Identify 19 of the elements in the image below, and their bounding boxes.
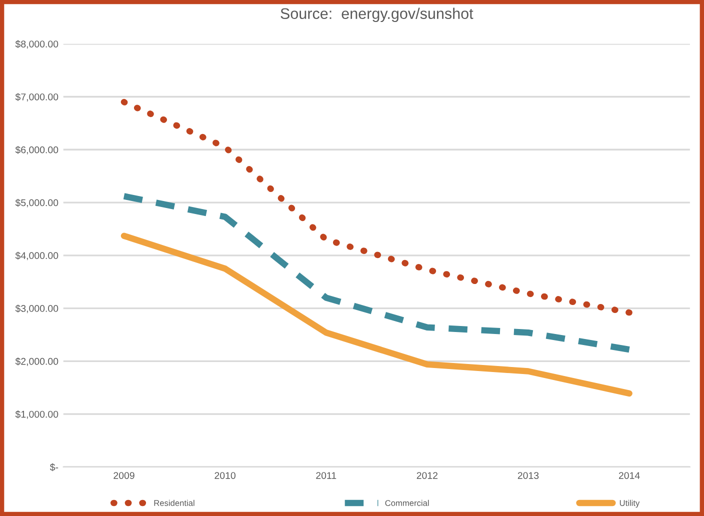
y-tick-label: $3,000.00: [15, 304, 58, 314]
chart-title: Source: energy.gov/sunshot: [280, 8, 474, 22]
y-tick-label: $1,000.00: [15, 410, 58, 419]
legend-label: Residential: [154, 500, 194, 506]
y-tick-label: $8,000.00: [15, 40, 58, 49]
y-tick-label: $6,000.00: [15, 146, 58, 154]
x-tick-label: 2009: [114, 472, 134, 479]
y-tick-label: $-: [50, 463, 58, 472]
x-tick-label: 2012: [416, 472, 438, 479]
x-tick-label: 2011: [316, 472, 336, 479]
y-tick-label: $5,000.00: [15, 198, 58, 208]
y-tick-label: $2,000.00: [15, 358, 58, 366]
y-tick-label: $7,000.00: [15, 93, 58, 102]
legend-label: Commercial: [385, 500, 429, 506]
x-tick-label: 2010: [214, 472, 236, 479]
legend-label: Utility: [620, 500, 640, 508]
x-tick-label: 2014: [618, 472, 640, 479]
y-tick-label: $4,000.00: [15, 252, 58, 260]
x-tick-label: 2013: [518, 472, 539, 479]
